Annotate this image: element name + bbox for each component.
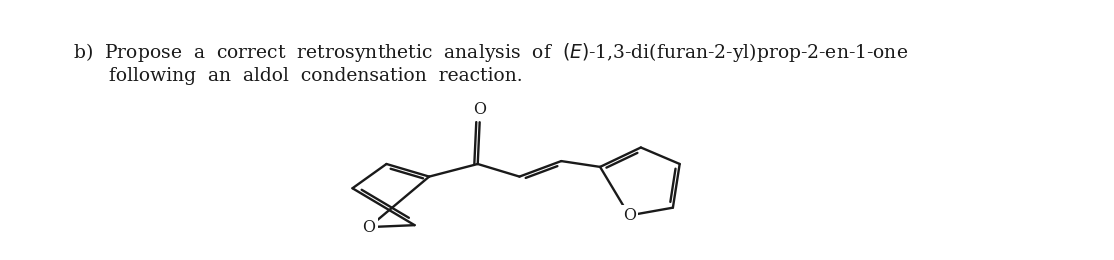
Text: O: O bbox=[362, 219, 375, 236]
Text: O: O bbox=[473, 101, 486, 118]
Text: following  an  aldol  condensation  reaction.: following an aldol condensation reaction… bbox=[109, 67, 522, 85]
Text: b)  Propose  a  correct  retrosynthetic  analysis  of  $\it{(E)}$-1,3-di(furan-2: b) Propose a correct retrosynthetic anal… bbox=[72, 41, 908, 64]
Text: O: O bbox=[623, 207, 636, 224]
